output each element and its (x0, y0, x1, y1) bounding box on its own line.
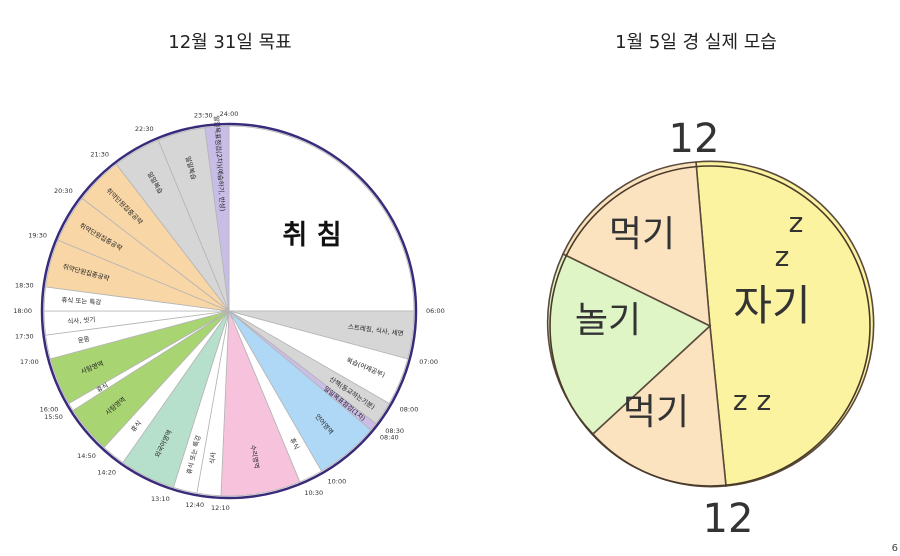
pie-sector (228, 125, 415, 312)
sector-label: 휴식 또는 특강 (61, 295, 102, 307)
time-tick-label: 14:50 (77, 452, 96, 460)
time-tick-label: 06:00 (426, 307, 445, 315)
time-tick-label: 21:30 (90, 151, 109, 159)
time-tick-label: 13:10 (151, 495, 170, 503)
time-tick-label: 10:00 (328, 478, 347, 486)
label-eat-top: 먹기 (609, 214, 675, 255)
label-12-top: 12 (669, 116, 720, 162)
time-tick-label: 19:30 (28, 232, 47, 240)
sector-eat-top (561, 161, 711, 328)
label-zz-3: z z (733, 384, 771, 417)
label-zz-1: z (789, 206, 804, 239)
page-number: 6 (891, 543, 898, 554)
time-tick-label: 07:00 (419, 358, 438, 366)
time-tick-label: 17:00 (20, 358, 39, 366)
label-12-bottom: 12 (703, 496, 754, 542)
sector-label: 운동 (77, 335, 90, 345)
hand-pie-outline (549, 165, 871, 487)
time-tick-label: 08:30 (385, 427, 404, 435)
time-tick-label: 14:20 (97, 468, 116, 476)
time-tick-label: 18:00 (13, 307, 32, 315)
sector-label: 수리영역 (249, 444, 262, 469)
time-tick-label: 10:30 (304, 489, 323, 497)
time-tick-label: 12:10 (211, 504, 230, 512)
time-tick-label: 17:30 (15, 333, 34, 341)
time-tick-label: 16:00 (40, 406, 59, 414)
label-eat-bottom: 먹기 (623, 392, 689, 433)
time-tick-label: 23:30 (194, 112, 213, 120)
time-tick-label: 08:40 (380, 434, 399, 442)
sector-label: 식사, 씻기 (67, 315, 96, 326)
time-tick-label: 08:00 (400, 406, 419, 414)
left-chart-title: 12월 31일 목표 (168, 32, 292, 53)
sector-sleep (695, 160, 875, 487)
time-tick-label: 18:30 (15, 281, 34, 289)
label-zz-2: z (775, 240, 790, 273)
time-tick-label: 20:30 (54, 187, 73, 195)
sector-label: 식사 (207, 452, 217, 465)
pie-outline (40, 122, 418, 500)
time-tick-label: 22:30 (135, 125, 154, 133)
center-label-sleep: 취 침 (282, 220, 341, 251)
label-play: 놀기 (575, 300, 641, 341)
time-tick-label: 12:40 (185, 501, 204, 509)
right-chart-title: 1월 5일 경 실제 모습 (615, 32, 777, 53)
time-tick-label: 24:00 (220, 110, 239, 118)
time-tick-label: 15:50 (44, 413, 63, 421)
label-sleep: 자기 (733, 281, 810, 330)
pie-sector (204, 125, 230, 312)
